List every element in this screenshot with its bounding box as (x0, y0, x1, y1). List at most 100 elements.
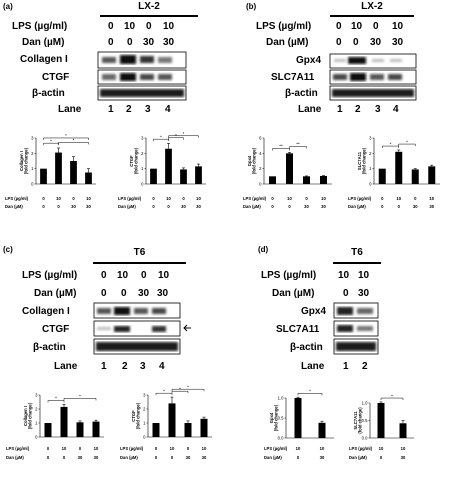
lps-value: 0 (108, 21, 114, 32)
dan-category: 30 (202, 455, 207, 460)
bar-chart: 0 1 2 3 SLC7A11(fold change) 0 0 10 0 0 30 10 30 LPS … (348, 136, 440, 209)
bar (378, 168, 386, 184)
y-tick-label: 1 (369, 166, 372, 171)
lane-number: 3 (145, 104, 151, 115)
dan-category: 0 (42, 204, 45, 209)
blot-bands (102, 73, 172, 81)
blot-label: CTGF (42, 324, 70, 335)
blot-strips-b (329, 53, 417, 101)
lps-category: 0 (187, 446, 190, 451)
blot-label: Collagen I (22, 306, 70, 317)
y-tick-label: 0.5 (278, 416, 284, 421)
lane-number: 2 (122, 361, 128, 372)
significance-star: ** (279, 144, 283, 149)
lps-category: 10 (429, 196, 434, 201)
y-tick-label: 6 (259, 136, 262, 141)
cell-line-bar-a (100, 15, 198, 17)
lps-category: 10 (56, 196, 61, 201)
lane-label-c: Lane (54, 361, 78, 372)
lane-number: 1 (101, 361, 107, 372)
lps-value: 0 (373, 21, 379, 32)
lane-number: 3 (375, 104, 381, 115)
lps-row-label: LPS (µg/ml) (243, 196, 267, 201)
lps-category: 10 (396, 196, 401, 201)
lps-category: 0 (72, 196, 75, 201)
bar (150, 168, 157, 184)
y-axis-label: SLC7A11(fold change) (353, 407, 363, 434)
blot-bands (96, 342, 178, 351)
y-tick-label: 1 (141, 166, 144, 171)
dan-category: 30 (321, 204, 326, 209)
significance-star: * (183, 131, 185, 136)
dan-row-label: Dan (µM) (118, 204, 136, 209)
dan-label-c: Dan (µM) (34, 288, 77, 299)
dan-category: 30 (86, 204, 91, 209)
dan-row-label: Dan (µM) (6, 455, 24, 460)
lane-number: 1 (337, 104, 343, 115)
bar (184, 423, 192, 437)
dan-category: 0 (63, 455, 66, 460)
lps-category: 10 (296, 446, 301, 451)
dan-category: 30 (181, 204, 186, 209)
blot-bands (102, 55, 172, 64)
dan-value: 30 (143, 37, 155, 48)
lps-label-b: LPS (µg/ml) (256, 21, 312, 32)
dan-value: 0 (343, 288, 349, 299)
dan-category: 0 (171, 455, 174, 460)
dan-category: 30 (186, 455, 191, 460)
y-tick-label: 0.5 (362, 418, 368, 423)
bar (399, 423, 407, 438)
dan-category: 30 (71, 204, 76, 209)
y-tick-label: 3 (143, 393, 146, 398)
dan-row-label: Dan (µM) (243, 204, 261, 209)
significance-star: * (160, 134, 162, 139)
lps-label-d: LPS (µg/ml) (261, 270, 317, 281)
panel-label-d: (d) (258, 245, 269, 254)
dan-category: 30 (401, 455, 406, 460)
dan-category: 0 (297, 455, 300, 460)
significance-star: * (175, 133, 177, 138)
y-tick-label: 0 (141, 182, 144, 187)
y-tick-label: 2 (141, 151, 144, 156)
lps-value: 10 (392, 21, 404, 32)
blot-bands (337, 325, 373, 332)
lps-value: 0 (336, 21, 342, 32)
blot-strips-c (93, 302, 191, 355)
significance-star: * (65, 133, 67, 138)
lps-category: 10 (202, 446, 207, 451)
lps-row-label: LPS (µg/ml) (120, 446, 144, 451)
bar (428, 166, 436, 184)
significance-star: * (55, 396, 57, 401)
significance-star: * (79, 394, 81, 399)
lps-category: 0 (155, 446, 158, 451)
significance-star: * (390, 141, 392, 146)
y-tick-label: 4 (259, 151, 262, 156)
y-tick-label: 2 (35, 407, 38, 412)
y-tick-label: 0.0 (362, 436, 368, 441)
lane-number: 1 (108, 104, 114, 115)
lps-category: 10 (321, 196, 326, 201)
significance-star: * (391, 393, 393, 398)
y-tick-label: 0 (369, 182, 372, 187)
lps-value: 10 (158, 270, 170, 281)
significance-star: * (73, 138, 75, 143)
y-tick-label: 1 (35, 421, 38, 426)
blot-label: β-actin (290, 342, 323, 353)
bar (411, 169, 419, 184)
blot-label: Gpx4 (301, 306, 327, 317)
lps-category: 0 (305, 196, 308, 201)
blot-box (333, 320, 379, 337)
lps-value: 0 (101, 270, 107, 281)
lane-number: 4 (159, 361, 165, 372)
blot-label: SLC7A11 (271, 72, 315, 83)
blot-bands (334, 57, 402, 64)
cell-line-bar-d (333, 262, 381, 264)
dan-value: 30 (163, 37, 175, 48)
lps-category: 0 (381, 196, 384, 201)
cell-line-bar-c (93, 262, 186, 264)
dan-value: 30 (138, 288, 150, 299)
panel-label-b: (b) (246, 2, 257, 11)
lps-value: 10 (351, 21, 363, 32)
blot-bands (332, 89, 414, 97)
